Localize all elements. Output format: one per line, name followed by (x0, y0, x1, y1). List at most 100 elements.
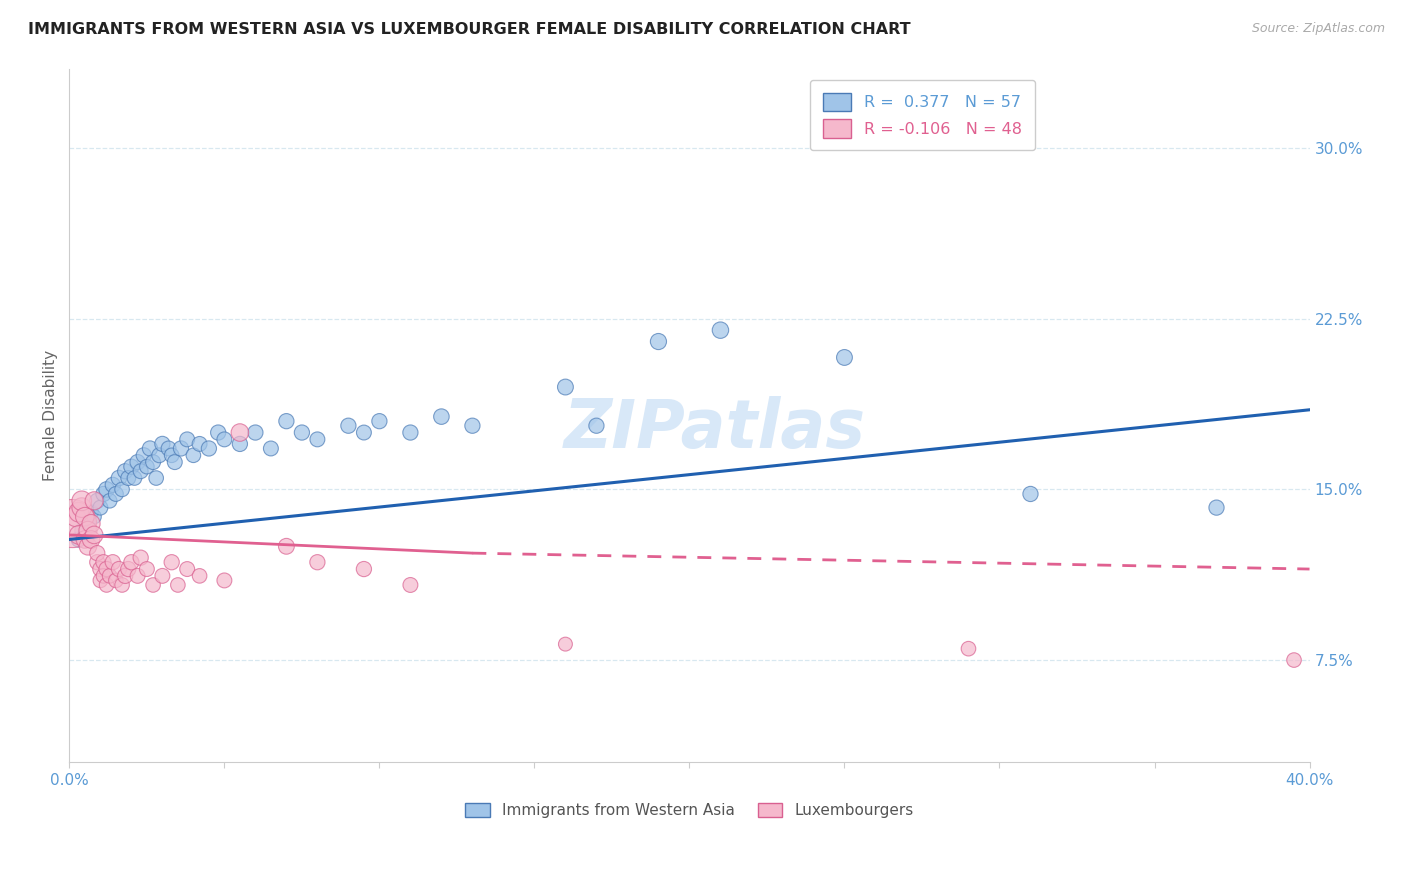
Point (145, 471, 167, 485)
Point (150, 569, 173, 583)
Point (80, 516, 103, 531)
Point (120, 459, 142, 474)
Point (150, 437, 173, 451)
Point (89, 562, 111, 576)
Point (585, 418, 607, 433)
Point (461, 418, 484, 433)
Point (70, 493, 93, 508)
Point (114, 569, 136, 583)
Point (83, 509, 105, 524)
Point (93, 569, 115, 583)
Point (1282, 653, 1305, 667)
Point (160, 448, 183, 462)
Point (73, 528, 96, 542)
Point (96, 483, 118, 497)
Point (70, 524, 93, 538)
Point (399, 425, 422, 440)
Point (1205, 500, 1227, 515)
Point (111, 578, 134, 592)
Point (98, 493, 121, 508)
Point (93, 487, 115, 501)
Point (77, 524, 100, 538)
Point (163, 455, 186, 469)
Point (86, 493, 108, 508)
Point (129, 464, 152, 478)
Legend: Immigrants from Western Asia, Luxembourgers: Immigrants from Western Asia, Luxembourg… (460, 797, 920, 824)
Point (167, 578, 190, 592)
Point (214, 433, 236, 447)
Point (89, 500, 111, 515)
Point (73, 533, 96, 547)
Point (108, 471, 131, 485)
Point (77, 539, 100, 553)
Point (93, 555, 115, 569)
Point (114, 464, 136, 478)
Point (276, 414, 298, 428)
Point (160, 555, 183, 569)
Point (62, 516, 84, 531)
Point (430, 409, 453, 424)
Point (83, 493, 105, 508)
Point (709, 323, 731, 337)
Point (77, 516, 100, 531)
Point (124, 471, 146, 485)
Point (1019, 487, 1042, 501)
Point (83, 528, 105, 542)
Point (276, 539, 298, 553)
Text: ZIPatlas: ZIPatlas (564, 396, 865, 462)
Point (96, 562, 118, 576)
Point (229, 437, 252, 451)
Text: IMMIGRANTS FROM WESTERN ASIA VS LUXEMBOURGER FEMALE DISABILITY CORRELATION CHART: IMMIGRANTS FROM WESTERN ASIA VS LUXEMBOU… (28, 22, 911, 37)
Point (554, 380, 576, 394)
Point (86, 555, 108, 569)
Point (96, 578, 118, 592)
Point (170, 442, 193, 456)
Point (104, 574, 127, 588)
Point (157, 442, 180, 456)
Point (957, 641, 980, 656)
Point (142, 455, 165, 469)
Point (183, 448, 205, 462)
Point (132, 448, 155, 462)
Point (108, 562, 131, 576)
Point (73, 509, 96, 524)
Point (353, 562, 375, 576)
Point (86, 546, 108, 560)
Point (647, 334, 669, 349)
Point (291, 425, 314, 440)
Point (214, 574, 236, 588)
Point (67, 505, 90, 519)
Point (101, 478, 124, 492)
Point (104, 487, 127, 501)
Point (142, 578, 165, 592)
Point (198, 442, 221, 456)
Point (139, 442, 162, 456)
Point (207, 425, 229, 440)
Point (353, 425, 375, 440)
Point (307, 433, 329, 447)
Point (101, 555, 124, 569)
Point (135, 562, 157, 576)
Point (368, 414, 391, 428)
Point (229, 425, 252, 440)
Point (117, 562, 139, 576)
Point (120, 555, 142, 569)
Point (260, 442, 283, 456)
Point (176, 433, 198, 447)
Point (127, 455, 149, 469)
Point (148, 448, 170, 462)
Point (80, 505, 103, 519)
Point (245, 425, 267, 440)
Point (188, 437, 211, 451)
Point (834, 351, 856, 365)
Point (129, 550, 152, 565)
Point (117, 471, 139, 485)
Point (111, 483, 134, 497)
Point (188, 569, 211, 583)
Point (554, 637, 576, 651)
Point (98, 569, 121, 583)
Point (80, 533, 103, 547)
Point (89, 574, 111, 588)
Point (337, 418, 360, 433)
Text: Source: ZipAtlas.com: Source: ZipAtlas.com (1251, 22, 1385, 36)
